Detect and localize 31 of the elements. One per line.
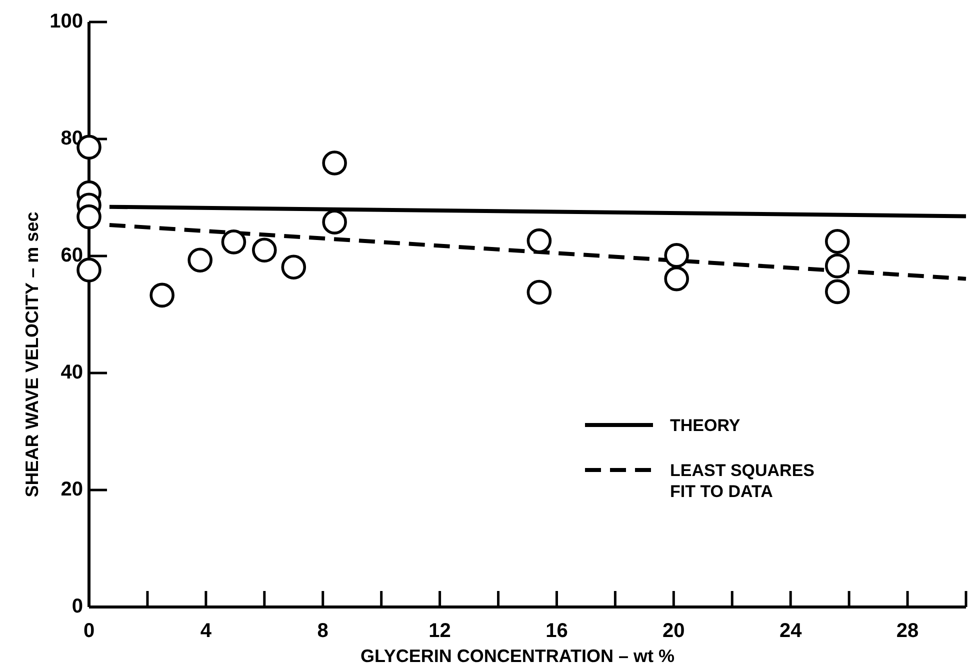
point	[322, 210, 347, 234]
x-tick-label: 12	[428, 620, 451, 642]
point	[526, 280, 552, 305]
x-tick-label: 8	[317, 620, 328, 642]
y-tick-label: 20	[60, 478, 83, 500]
x-axis-title: GLYCERIN CONCENTRATION – wt %	[360, 646, 675, 666]
y-tick-label: 0	[72, 595, 83, 618]
point	[281, 254, 306, 280]
point	[150, 282, 174, 308]
point	[322, 150, 347, 176]
x-tick-label: 24	[779, 620, 803, 642]
point	[824, 254, 850, 278]
point	[76, 204, 102, 230]
y-tick-label: 60	[60, 244, 83, 266]
y-axis-title: SHEAR WAVE VELOCITY – m sec	[22, 212, 42, 498]
point	[824, 279, 850, 304]
y-tick-label: 40	[60, 361, 83, 384]
x-tick-label: 4	[200, 620, 212, 642]
point	[252, 238, 277, 263]
point	[664, 243, 689, 268]
legend-label: THEORY	[670, 416, 741, 435]
point	[188, 248, 212, 272]
point	[221, 230, 246, 254]
point	[664, 266, 689, 292]
point	[824, 228, 850, 254]
x-tick-label: 16	[546, 620, 568, 642]
legend-label: LEAST SQUARES FIT TO DATA	[670, 461, 815, 501]
x-tick-label: 20	[662, 620, 685, 642]
x-tick-label: 28	[896, 620, 919, 642]
point	[526, 228, 552, 254]
y-tick-label: 100	[50, 10, 83, 32]
